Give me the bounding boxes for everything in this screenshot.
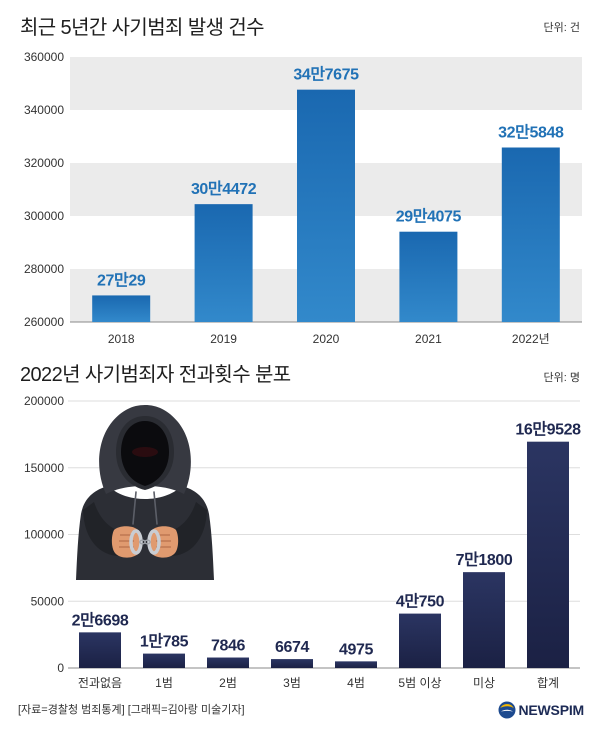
chart-2-bar-value-label: 4만750 — [396, 593, 445, 611]
chart-1-x-category-label: 2019 — [210, 332, 237, 346]
chart-1-bar — [501, 147, 560, 322]
newspim-logo-icon — [498, 701, 515, 719]
chart-1-bar-value-label: 29만4075 — [396, 208, 462, 226]
chart-1-y-tick-label: 340000 — [24, 103, 64, 117]
chart-2-bar — [271, 659, 313, 668]
chart-1-y-tick-label: 260000 — [24, 315, 64, 329]
chart-1-x-category-label: 2018 — [108, 332, 135, 346]
chart-2-title: 2022년 사기범죄자 전과횟수 분포 — [20, 364, 291, 386]
right-drawstring — [153, 491, 158, 525]
chart-1-y-tick-label: 280000 — [24, 262, 64, 276]
chart-2-bar-value-label: 6674 — [275, 639, 309, 656]
chart-1-bar-value-label: 34만7675 — [293, 66, 359, 84]
chart-1-x-category-label: 2022년 — [512, 332, 550, 346]
eye-glow — [132, 447, 158, 457]
chart-2-x-category-label: 5범 이상 — [398, 676, 441, 690]
hoodie-body — [76, 486, 214, 580]
chart-1-x-category-label: 2021 — [415, 332, 442, 346]
chart-1-y-tick-label: 320000 — [24, 156, 64, 170]
hooded-handcuffed-figure-icon — [76, 405, 214, 580]
chart-2-bars: 2만6698 전과없음 1만785 1범 7846 2범 6674 3범 4975 4범 4만750… — [72, 421, 582, 690]
chart-2-bar — [79, 632, 121, 668]
left-cuff — [129, 529, 143, 555]
chart-2-bar-value-label: 7846 — [211, 638, 245, 655]
chart-2-x-category-label: 전과없음 — [78, 676, 122, 690]
chart-2-bar — [527, 441, 569, 668]
chart-1-bar — [399, 231, 458, 322]
chart-1-bar — [92, 295, 151, 322]
chart-1-x-category-label: 2020 — [313, 332, 340, 346]
chart-2-x-category-label: 미상 — [473, 676, 495, 690]
chart-1-bar-value-label: 27만29 — [97, 271, 146, 289]
chart-2-y-tick-label: 200000 — [24, 394, 64, 408]
chart-2-bar — [399, 613, 441, 668]
chart-2-bar — [463, 572, 505, 668]
chart-2-x-category-label: 2범 — [219, 676, 237, 690]
cuff-chain-link — [144, 539, 151, 545]
chart-2-bar-value-label: 16만9528 — [515, 421, 581, 439]
newspim-logo-text: NEWSPIM — [518, 702, 585, 718]
chart-1-unit-label: 단위: 건 — [543, 22, 580, 34]
chart-2-x-category-label: 4범 — [347, 676, 365, 690]
chart-2-bar — [207, 657, 249, 668]
chart-2-x-category-label: 1범 — [155, 676, 173, 690]
chart-2-bar-value-label: 7만1800 — [456, 551, 513, 569]
chart-1-y-tick-label: 360000 — [24, 50, 64, 64]
chart-2-bar — [335, 661, 377, 668]
chart-2-bar-value-label: 2만6698 — [72, 611, 129, 629]
chart-1-y-tick-label: 300000 — [24, 209, 64, 223]
chart-1-bar-value-label: 32만5848 — [498, 124, 564, 142]
right-cuff — [147, 529, 161, 555]
chart-1-bar — [297, 89, 355, 322]
chart-1-bar — [194, 204, 253, 322]
source-credit: [자료=경찰청 범죄통계] [그래픽=김아랑 미술기자] — [18, 704, 245, 716]
chart-2-bar-value-label: 4975 — [339, 641, 373, 658]
chart-2-grid: 200000 150000 100000 50000 0 — [24, 394, 580, 675]
chart-2-unit-label: 단위: 명 — [543, 372, 580, 384]
chart-2-x-category-label: 합계 — [537, 676, 559, 690]
chart-2-y-tick-label: 50000 — [31, 594, 65, 608]
left-drawstring — [132, 491, 137, 525]
chart-2-x-category-label: 3범 — [283, 676, 301, 690]
chart-2-y-tick-label: 100000 — [24, 528, 64, 542]
chart-2-bar-value-label: 1만785 — [140, 633, 189, 651]
chart-2-y-tick-label: 0 — [57, 661, 64, 675]
chart-2-y-tick-label: 150000 — [24, 461, 64, 475]
chart-2-bar — [143, 653, 185, 668]
chart-1-title: 최근 5년간 사기범죄 발생 건수 — [20, 17, 265, 39]
newspim-logo: NEWSPIM — [498, 700, 585, 720]
chart-1-bars: 27만29 2018 30만4472 2019 34만7675 2020 29만4075 20… — [92, 66, 564, 346]
chart-1-bar-value-label: 30만4472 — [191, 180, 257, 198]
